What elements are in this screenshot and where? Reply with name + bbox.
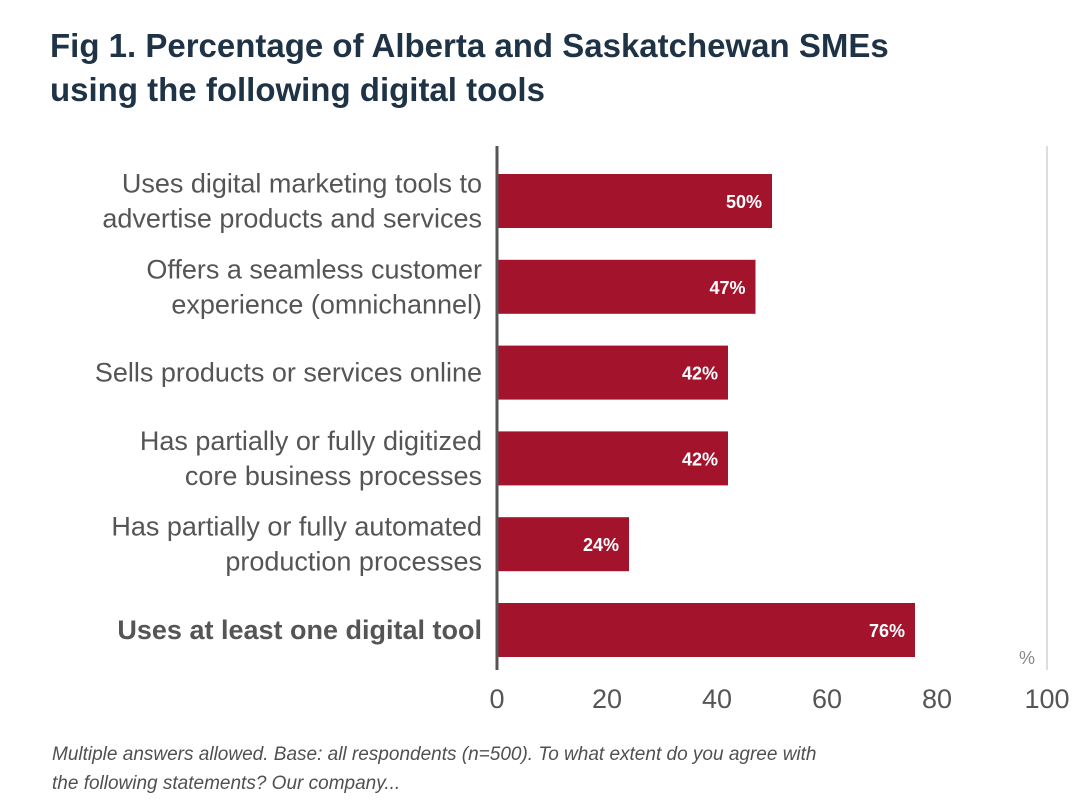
x-tick-label-3: 60: [812, 684, 842, 714]
category-label-0-line-1: advertise products and services: [102, 204, 482, 234]
bar-5: [497, 603, 915, 657]
bar-2: [497, 345, 728, 400]
footnote-line-1: Multiple answers allowed. Base: all resp…: [52, 744, 817, 765]
category-label-0-line-0: Uses digital marketing tools to: [122, 169, 482, 199]
bar-0: [497, 174, 772, 228]
category-label-3-line-0: Has partially or fully digitized: [140, 426, 482, 456]
category-label-1-line-1: experience (omnichannel): [171, 289, 482, 319]
x-tick-label-0: 0: [489, 684, 504, 714]
category-label-4-line-1: production processes: [225, 547, 482, 577]
chart-title-line-1: Fig 1. Percentage of Alberta and Saskatc…: [50, 27, 889, 64]
x-axis-unit-label: %: [1019, 648, 1035, 668]
bar-value-label-3: 42%: [682, 449, 718, 469]
x-tick-label-2: 40: [702, 684, 732, 714]
category-label-3-line-1: core business processes: [185, 461, 482, 491]
bar-value-label-0: 50%: [726, 192, 762, 212]
bar-chart: 50% Uses digital marketing tools to advert…: [95, 146, 1070, 714]
category-label-1-line-0: Offers a seamless customer: [146, 254, 482, 284]
x-tick-label-5: 100: [1024, 684, 1069, 714]
category-label-2-line-0: Sells products or services online: [95, 358, 482, 388]
footnote-line-2: the following statements? Our company...: [52, 773, 401, 794]
bar-value-label-5: 76%: [869, 621, 905, 641]
footnote: Multiple answers allowed. Base: all resp…: [52, 740, 1052, 798]
bar-value-label-2: 42%: [682, 364, 718, 384]
bar-1: [497, 259, 756, 314]
x-tick-label-1: 20: [592, 684, 622, 714]
bar-4: [497, 517, 629, 572]
bar-value-label-1: 47%: [709, 278, 745, 298]
bar-3: [497, 431, 728, 486]
bar-value-label-4: 24%: [583, 535, 619, 555]
chart-title-line-2: using the following digital tools: [50, 71, 545, 108]
category-label-4-line-0: Has partially or fully automated: [111, 512, 482, 542]
chart-title: Fig 1. Percentage of Alberta and Saskatc…: [50, 24, 1050, 112]
x-tick-label-4: 80: [922, 684, 952, 714]
category-label-5-line-0: Uses at least one digital tool: [117, 615, 482, 645]
